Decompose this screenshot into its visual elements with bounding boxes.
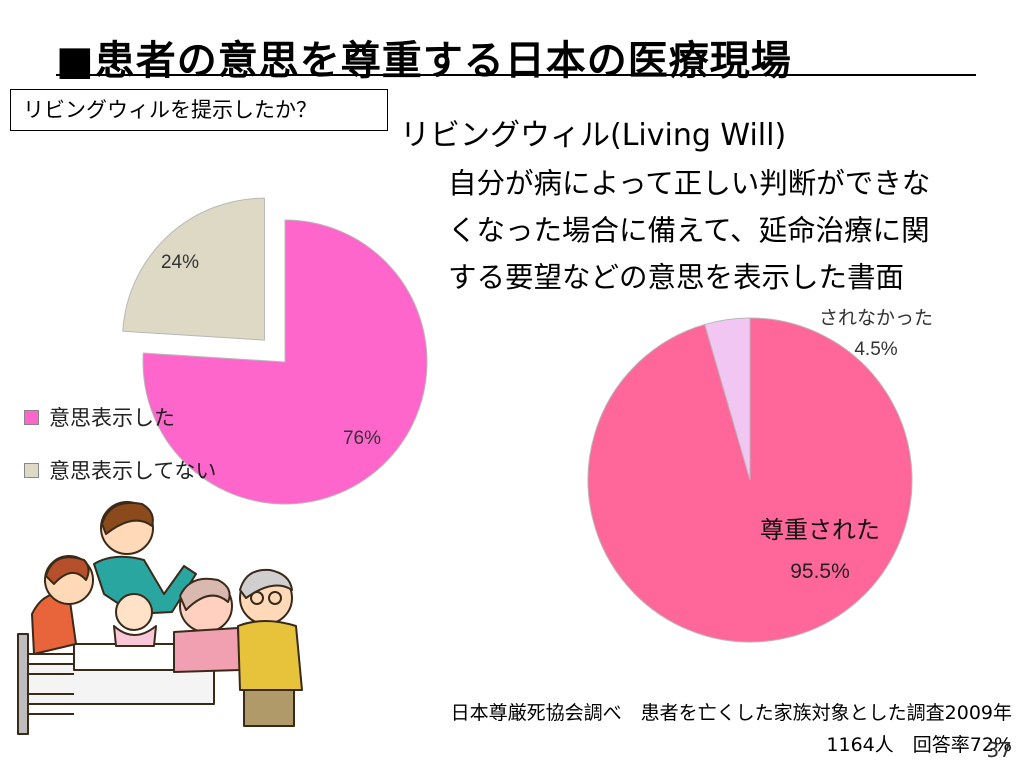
definition-line: くなった場合に備えて、延命治療に関 [448,214,930,247]
legend-label: 意思表示した [49,406,175,430]
definition-line: 自分が病によって正しい判断ができな [448,167,931,200]
legend-swatch [24,462,39,478]
family-bedside-illustration [17,501,303,735]
slice-name-label: されなかった [819,307,933,329]
living-will-term: リビングウィル(Living Will) [400,118,787,153]
pie-slice [704,317,751,481]
slide-number: 37 [986,738,1012,762]
data-label-76: 76% [343,428,381,449]
legend-item-not-expressed: 意思表示してない [24,455,216,485]
legend-swatch [24,409,39,425]
data-label: 4.5% [854,339,897,360]
page-title: ■患者の意思を尊重する日本の医療現場 [56,38,792,84]
question-box: リビングウィルを提示したか？ [10,89,388,131]
definition-line: する要望などの意思を表示した書面 [448,261,905,294]
source-note-line: 日本尊厳死協会調べ 患者を亡くした家族対象とした調査2009年 [450,702,1012,724]
title-underline [56,74,976,76]
pie-slice [122,197,265,341]
legend-item-expressed: 意思表示した [24,402,175,432]
data-label: 95.5% [790,560,850,583]
data-label-24: 24% [161,252,199,273]
living-will-definition: 自分が病によって正しい判断ができな くなった場合に備えて、延命治療に関 する要望… [448,160,1008,301]
pie-slice [142,219,428,505]
legend-label: 意思表示してない [49,459,217,483]
source-note-line: 1164人 回答率72% [826,734,1012,756]
source-note: 日本尊厳死協会調べ 患者を亡くした家族対象とした調査2009年 1164人 回答… [451,697,1012,761]
slice-name-label: 尊重された [760,516,880,544]
